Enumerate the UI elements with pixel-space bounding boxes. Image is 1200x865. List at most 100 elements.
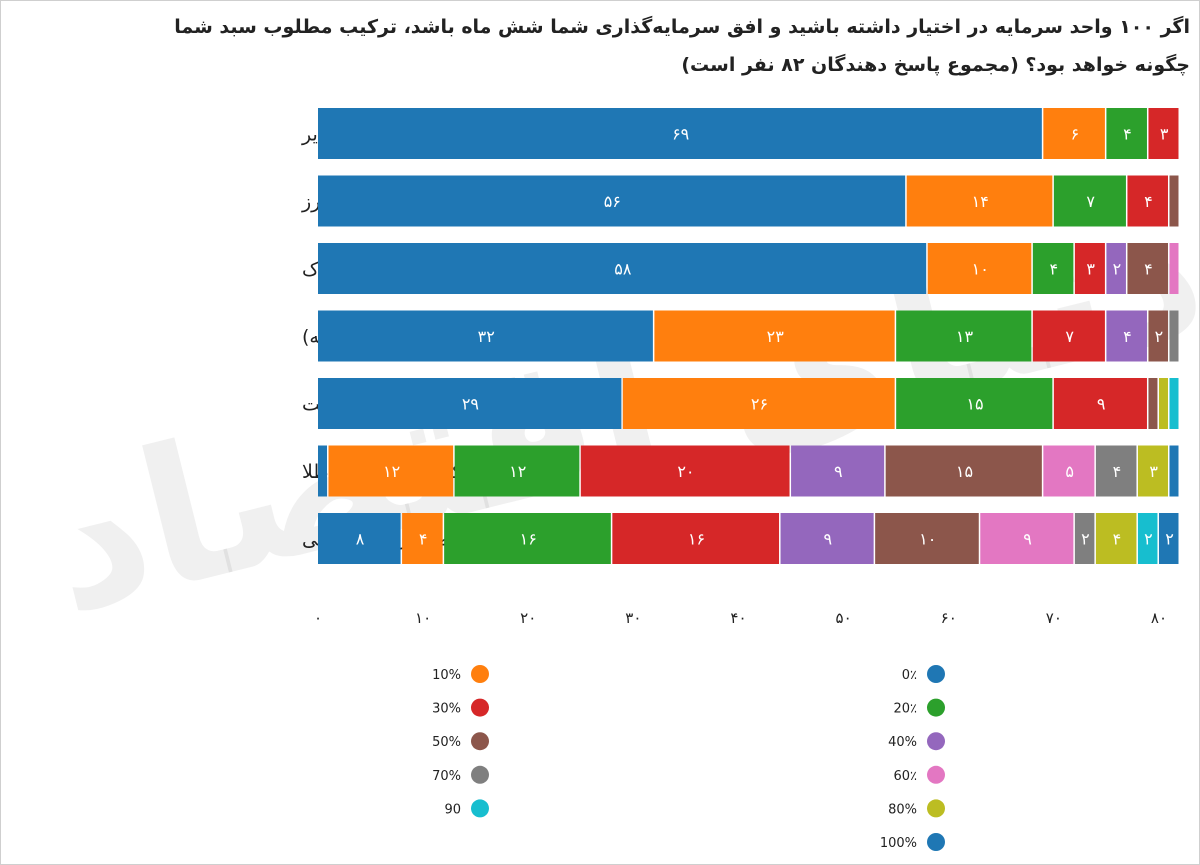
chart-title: اگر ۱۰۰ واحد سرمایه در اختیار داشته باشی… (174, 16, 1190, 38)
bar-segment (1169, 243, 1179, 294)
bar-segment (1169, 175, 1179, 227)
legend-label: 0٪ (902, 668, 917, 683)
bar-value-label: ۲ (1155, 327, 1164, 346)
bar-segment (1032, 310, 1105, 362)
bar-segment (1148, 108, 1179, 159)
legend-label: 20٪ (893, 702, 917, 717)
bar-segment (1137, 513, 1158, 564)
bar-segment (927, 243, 1032, 294)
bar-segment (454, 445, 580, 497)
bar-value-label: ۷ (1065, 327, 1074, 346)
legend-label: 50% (432, 735, 461, 750)
legend-label: 10% (432, 668, 461, 683)
bar-segment (318, 108, 1042, 159)
bar-value-label: ۱۵ (966, 395, 983, 414)
bar-value-label: ۱۴ (972, 192, 989, 211)
bar-value-label: ۲۰ (677, 462, 694, 481)
bar-value-label: ۳ (1149, 462, 1158, 481)
bar-segment (896, 378, 1053, 429)
bar-value-label: ۱۶ (688, 530, 705, 549)
legend-label: 100% (880, 836, 917, 851)
legend-swatch (927, 665, 945, 683)
bar-value-label: ۴ (1050, 260, 1059, 279)
bar-segment (1095, 513, 1137, 564)
bar-segment (580, 445, 790, 497)
bar-segment (318, 445, 328, 497)
legend-swatch (471, 799, 489, 818)
bar-segment (328, 445, 454, 497)
bar-value-label: ۲ (1144, 530, 1153, 549)
bar-segment (1106, 108, 1147, 159)
bar-value-label: ۱۶ (520, 530, 537, 549)
x-tick-label: ۶۰ (941, 609, 957, 627)
bar-value-label: ۵۶ (604, 192, 621, 211)
legend-swatch (927, 799, 945, 818)
legend-swatch (471, 732, 489, 751)
bar-value-label: ۲۹ (462, 395, 479, 414)
legend-label: 40% (888, 735, 917, 750)
legend-label: 70% (432, 769, 461, 784)
bar-value-label: ۴ (1123, 125, 1132, 144)
bar-value-label: ۲ (1081, 530, 1090, 549)
bar-segment (654, 310, 895, 362)
bar-segment (1106, 243, 1126, 294)
bar-segment (318, 513, 401, 564)
bar-value-label: ۴ (1113, 530, 1122, 549)
bar-value-label: ۹ (1097, 395, 1106, 414)
bar-segment (1158, 513, 1179, 564)
x-tick-label: ۲۰ (520, 609, 536, 627)
bar-value-label: ۱۲ (383, 462, 400, 481)
bar-value-label: ۳ (1160, 125, 1169, 144)
bar-segment (1053, 175, 1126, 227)
bar-segment (1127, 175, 1168, 227)
x-tick-label: ۷۰ (1046, 609, 1062, 627)
bar-segment (1043, 445, 1095, 497)
bar-segment (318, 310, 653, 362)
bar-segment (1074, 513, 1095, 564)
x-tick-label: ۱۰ (415, 609, 431, 627)
bar-segment (1127, 243, 1168, 294)
bar-value-label: ۹ (834, 462, 843, 481)
bar-value-label: ۶ (1071, 125, 1080, 144)
legend-label: 80% (888, 802, 917, 817)
bar-value-label: ۱۰ (972, 260, 989, 279)
bar-value-label: ۲ (1165, 530, 1174, 549)
legend-swatch (471, 765, 489, 784)
x-tick-label: ۰ (314, 609, 322, 627)
bar-value-label: ۴ (419, 530, 428, 549)
legend-label: 90 (444, 802, 461, 817)
bar-segment (1095, 445, 1137, 497)
bar-segment (1043, 108, 1105, 159)
bar-segment (622, 378, 895, 429)
bar-segment (1074, 243, 1105, 294)
legend-label: 60٪ (893, 769, 917, 784)
legend-swatch (927, 833, 945, 851)
x-tick-label: ۳۰ (625, 609, 641, 627)
bar-segment (1169, 445, 1179, 497)
bar-value-label: ۴ (1144, 260, 1153, 279)
bar-value-label: ۱۵ (956, 462, 973, 481)
bar-value-label: ۱۰ (919, 530, 936, 549)
bar-value-label: ۱۲ (509, 462, 526, 481)
legend-swatch (471, 665, 489, 683)
bar-segment (612, 513, 780, 564)
legend-swatch (927, 698, 945, 717)
x-tick-label: ۵۰ (836, 609, 852, 627)
bar-segment (875, 513, 979, 564)
bar-segment (402, 513, 443, 564)
bar-segment (1169, 310, 1179, 362)
bar-value-label: ۲۶ (751, 395, 768, 414)
bar-segment (1148, 310, 1168, 362)
bar-value-label: ۶۹ (672, 125, 689, 144)
legend-swatch (927, 765, 945, 784)
bar-value-label: ۲۳ (767, 327, 785, 346)
bar-value-label: ۴ (1144, 192, 1153, 211)
bar-value-label: ۵۸ (614, 260, 632, 279)
bar-segment (318, 175, 906, 227)
bar-value-label: ۳۲ (478, 327, 495, 346)
bar-segment (980, 513, 1074, 564)
bar-segment (1106, 310, 1147, 362)
bar-segment (791, 445, 885, 497)
bar-value-label: ۹ (1023, 530, 1032, 549)
